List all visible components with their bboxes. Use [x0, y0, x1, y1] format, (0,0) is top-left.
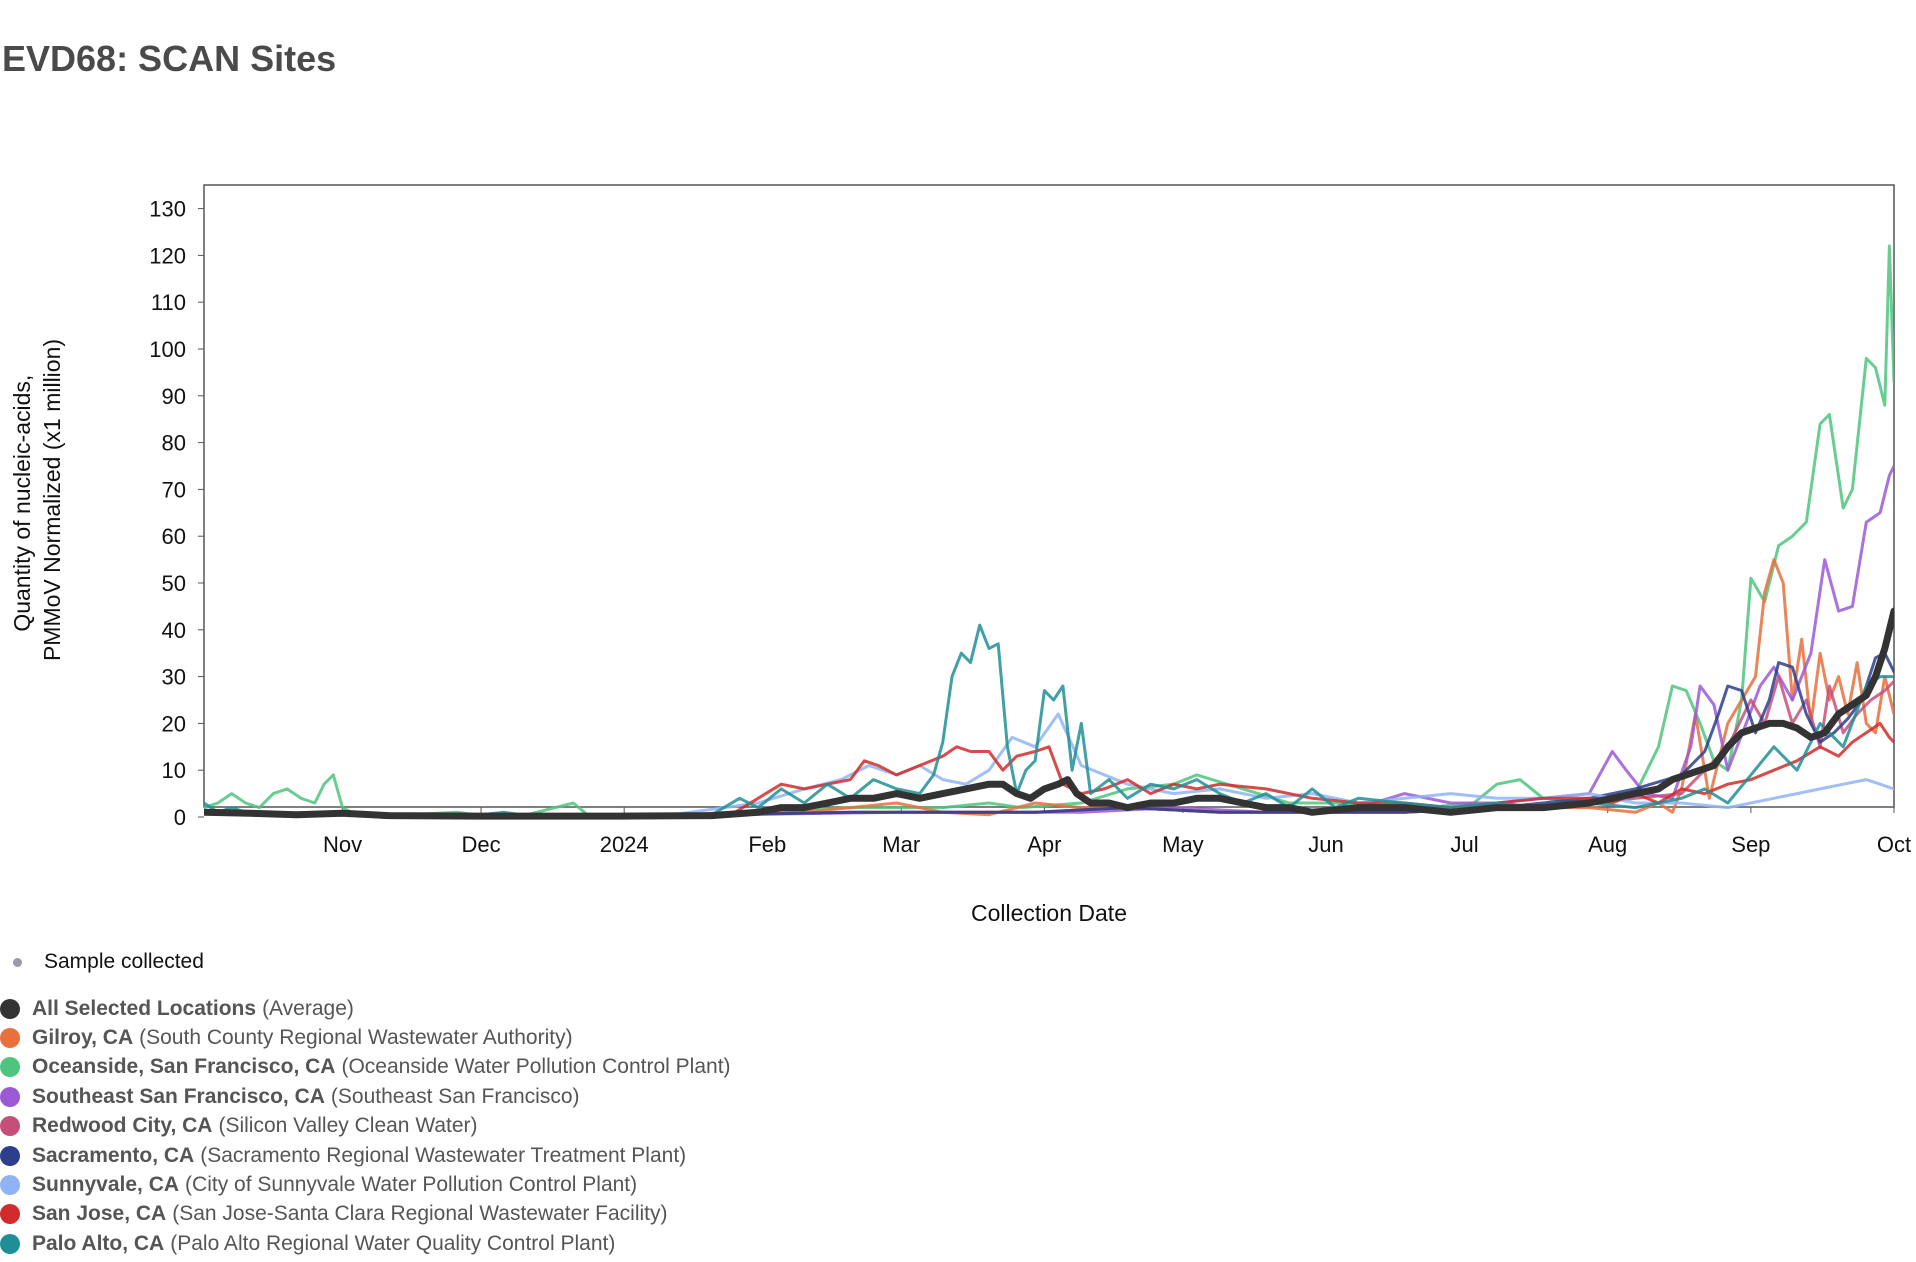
legend-location: Oceanside, San Francisco, CA	[32, 1055, 336, 1079]
legend-dot-icon	[0, 1057, 20, 1078]
y-tick-label: 120	[149, 243, 186, 268]
y-tick-label: 90	[162, 384, 186, 409]
legend-dot-icon	[0, 1145, 20, 1166]
legend-location: Southeast San Francisco, CA	[32, 1084, 325, 1108]
y-tick-label: 100	[149, 337, 186, 362]
legend-location: Palo Alto, CA	[32, 1231, 165, 1255]
x-tick-label: Nov	[323, 832, 362, 857]
legend-plant: (Average)	[262, 996, 354, 1020]
legend-dot-icon	[0, 1028, 20, 1049]
y-tick-label: 0	[174, 805, 186, 830]
x-tick-label: Aug	[1588, 832, 1627, 857]
legend-dot-icon	[0, 1204, 20, 1225]
x-axis: Nov Dec 2024 Feb Mar Apr May Jun Jul Aug Sep Oct	[323, 807, 1911, 857]
legend-location: Gilroy, CA	[32, 1026, 134, 1050]
series-line-sacramento-ca	[204, 651, 1894, 818]
legend-plant: (Palo Alto Regional Water Quality Contro…	[170, 1231, 616, 1255]
legend-item-southeast-sf[interactable]: Southeast San Francisco, CA (Southeast S…	[0, 1082, 731, 1111]
legend-plant: (Sacramento Regional Wastewater Treatmen…	[200, 1143, 687, 1167]
x-tick-label: 2024	[600, 832, 649, 857]
legend-dot-icon	[0, 1233, 20, 1254]
y-tick-label: 40	[162, 618, 186, 643]
x-tick-label: Feb	[748, 832, 786, 857]
legend-location: San Jose, CA	[32, 1202, 167, 1226]
x-axis-label: Collection Date	[971, 900, 1127, 926]
y-tick-label: 130	[149, 197, 186, 222]
chart: 0 10 20 30 40 50 60 70 80 90 100 110 120 130 Nov Dec 20…	[9, 184, 1911, 926]
sample-collected-label: Sample collected	[44, 950, 204, 973]
series-line-sunnyvale-ca	[204, 712, 1894, 818]
y-tick-label: 70	[162, 477, 186, 502]
y-tick-label: 20	[162, 711, 186, 736]
x-tick-label: Jul	[1451, 832, 1479, 857]
plot-frame	[203, 184, 1895, 808]
legend-item-oceanside[interactable]: Oceanside, San Francisco, CA (Oceanside …	[0, 1053, 731, 1082]
y-tick-label: 110	[151, 290, 186, 315]
series-line-san-jose-ca	[204, 721, 1894, 818]
x-tick-label: Apr	[1027, 832, 1061, 857]
series-line-southeast-san-francisco-ca	[204, 464, 1894, 818]
legend-location: Sacramento, CA	[32, 1143, 195, 1167]
series-layer	[204, 244, 1894, 820]
legend-plant: (City of Sunnyvale Water Pollution Contr…	[185, 1173, 638, 1197]
y-axis: 0 10 20 30 40 50 60 70 80 90 100 110 120 130	[149, 197, 204, 830]
y-tick-label: 50	[162, 571, 186, 596]
legend-plant: (San Jose-Santa Clara Regional Wastewate…	[172, 1202, 668, 1226]
legend-location: All Selected Locations	[32, 996, 257, 1020]
legend-dot-icon	[0, 1086, 20, 1107]
legend-item-sunnyvale[interactable]: Sunnyvale, CA (City of Sunnyvale Water P…	[0, 1170, 731, 1199]
legend-dot-icon	[0, 1175, 20, 1196]
legend-item-san-jose[interactable]: San Jose, CA (San Jose-Santa Clara Regio…	[0, 1200, 731, 1229]
legend-plant: (Southeast San Francisco)	[330, 1084, 580, 1108]
x-tick-label: Jun	[1308, 832, 1343, 857]
series-line-gilroy-ca	[204, 558, 1894, 817]
legend-plant: (Silicon Valley Clean Water)	[218, 1114, 478, 1138]
x-tick-label: Oct	[1877, 832, 1911, 857]
x-tick-label: Dec	[461, 832, 500, 857]
y-axis-label: Quantity of nucleic-acids, PMMoV Normali…	[9, 339, 65, 661]
legend-item-gilroy[interactable]: Gilroy, CA (South County Regional Wastew…	[0, 1023, 731, 1052]
series-line-oceanside-san-francisco-ca	[204, 244, 1894, 818]
legend-dot-icon	[0, 998, 20, 1019]
x-tick-label: May	[1162, 832, 1204, 857]
x-tick-label: Sep	[1731, 832, 1770, 857]
y-tick-label: 30	[162, 665, 186, 690]
legend-dot-icon	[0, 1116, 20, 1137]
sample-dot-icon	[13, 957, 22, 967]
legend: All Selected Locations (Average) Gilroy,…	[0, 994, 731, 1259]
series-line-all-selected-locations	[204, 607, 1894, 820]
legend-plant: (Oceanside Water Pollution Control Plant…	[341, 1055, 731, 1079]
legend-plant: (South County Regional Wastewater Author…	[139, 1026, 573, 1050]
x-tick-label: Mar	[882, 832, 920, 857]
legend-location: Redwood City, CA	[32, 1114, 213, 1138]
y-axis-label-line-1: Quantity of nucleic-acids,	[9, 375, 35, 632]
y-tick-label: 10	[162, 758, 186, 783]
legend-item-palo-alto[interactable]: Palo Alto, CA (Palo Alto Regional Water …	[0, 1229, 731, 1258]
legend-location: Sunnyvale, CA	[32, 1173, 180, 1197]
y-axis-label-line-2: PMMoV Normalized (x1 million)	[39, 339, 65, 661]
legend-item-average[interactable]: All Selected Locations (Average)	[0, 994, 731, 1023]
y-tick-label: 60	[162, 524, 186, 549]
page-title: EVD68: SCAN Sites	[2, 38, 337, 79]
sample-collected-legend: Sample collected	[10, 950, 204, 974]
legend-item-redwood-city[interactable]: Redwood City, CA (Silicon Valley Clean W…	[0, 1112, 731, 1141]
y-tick-label: 80	[162, 431, 186, 456]
legend-item-sacramento[interactable]: Sacramento, CA (Sacramento Regional Wast…	[0, 1141, 731, 1170]
